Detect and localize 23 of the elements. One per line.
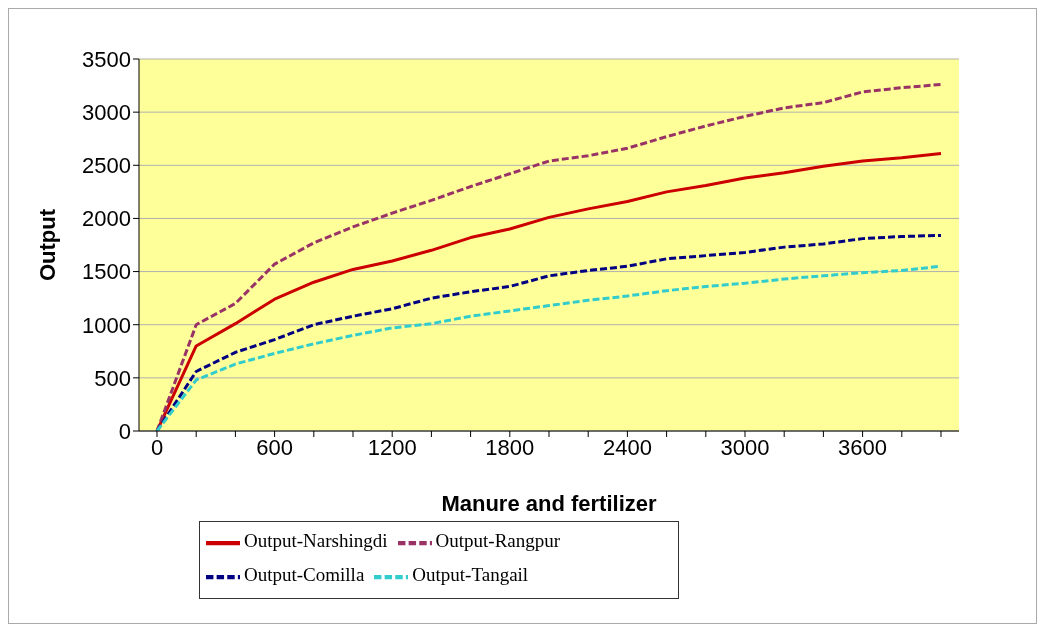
x-tick-label: 3600 xyxy=(838,434,888,460)
y-tick-label: 500 xyxy=(94,365,131,391)
y-tick-label: 1000 xyxy=(82,312,131,338)
y-tick-label: 3500 xyxy=(82,46,131,72)
line-series xyxy=(155,233,943,431)
y-tick-label: 1500 xyxy=(82,259,131,285)
legend-label: Output-Comilla xyxy=(244,564,365,586)
line-series xyxy=(155,83,943,431)
x-axis-title: Manure and fertilizer xyxy=(441,491,658,516)
x-tick-label: 1800 xyxy=(485,434,535,460)
y-tick-label: 2500 xyxy=(82,153,131,179)
legend-label: Output-Rangpur xyxy=(435,530,561,552)
x-tick-label: 1200 xyxy=(367,434,417,460)
y-axis-title: Output xyxy=(34,208,60,282)
y-tick-label: 3000 xyxy=(82,99,131,125)
legend-label: Output-Narshingdi xyxy=(244,530,388,552)
y-tick-label: 0 xyxy=(118,418,131,444)
x-tick-label: 600 xyxy=(256,434,293,460)
y-tick-label: 2000 xyxy=(82,206,131,232)
x-tick-label: 0 xyxy=(150,434,164,460)
x-tick-label: 3000 xyxy=(720,434,770,460)
legend-label: Output-Tangail xyxy=(412,564,529,586)
x-tick-label: 2400 xyxy=(602,434,652,460)
